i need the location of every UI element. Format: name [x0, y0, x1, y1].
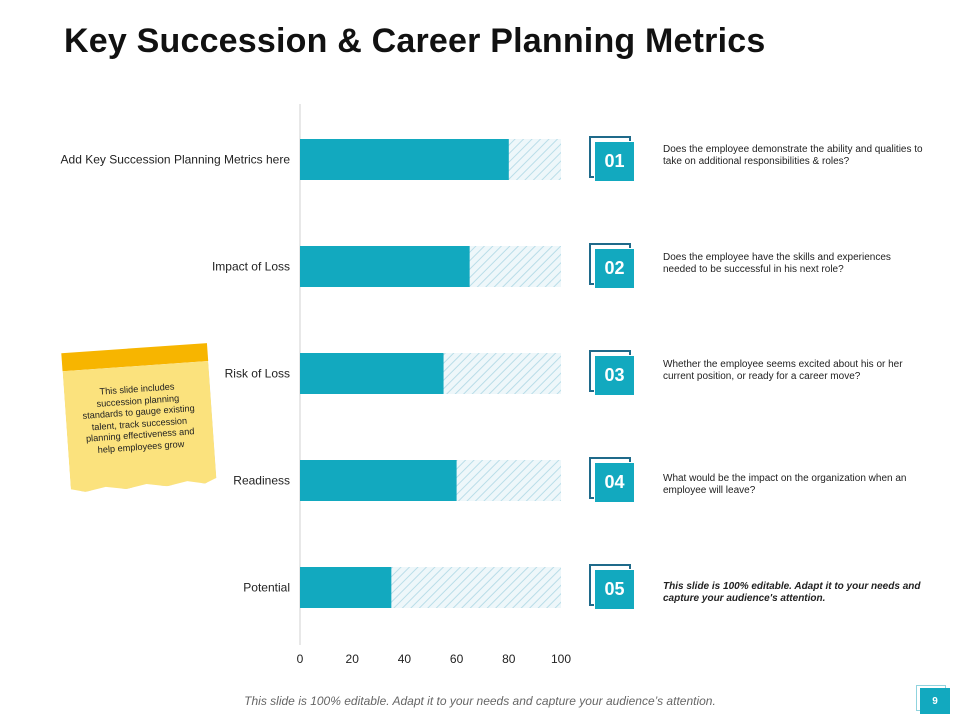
x-tick-label-3: 60 [450, 652, 464, 666]
sticky-note-text: This slide includes succession planning … [82, 381, 195, 455]
metric-badge-04: 04 [589, 457, 635, 503]
page-number: 9 [920, 688, 950, 714]
badge-number: 04 [594, 462, 635, 503]
category-label-1: Impact of Loss [212, 260, 290, 274]
metric-badge-03: 03 [589, 350, 635, 396]
x-tick-label-5: 100 [551, 652, 571, 666]
x-tick-label-0: 0 [297, 652, 304, 666]
metric-badge-01: 01 [589, 136, 635, 182]
bar-value-2 [300, 353, 444, 394]
x-tick-label-1: 20 [346, 652, 360, 666]
category-label-2: Risk of Loss [225, 367, 290, 381]
badge-number: 01 [594, 141, 635, 182]
page-title: Key Succession & Career Planning Metrics [64, 22, 766, 60]
badge-number: 02 [594, 248, 635, 289]
bar-chart: Add Key Succession Planning Metrics here… [61, 104, 571, 666]
metric-badge-02: 02 [589, 243, 635, 289]
bar-value-3 [300, 460, 457, 501]
badge-number: 05 [594, 569, 635, 610]
metric-description-05: This slide is 100% editable. Adapt it to… [663, 581, 921, 604]
metric-description-04: What would be the impact on the organiza… [663, 473, 907, 496]
category-label-0: Add Key Succession Planning Metrics here [61, 153, 291, 167]
category-label-4: Potential [243, 581, 290, 595]
badge-number: 03 [594, 355, 635, 396]
x-tick-label-4: 80 [502, 652, 516, 666]
metric-description-02: Does the employee have the skills and ex… [663, 252, 891, 275]
bar-value-1 [300, 246, 470, 287]
sticky-note: This slide includes succession planning … [61, 343, 216, 493]
metric-description-03: Whether the employee seems excited about… [663, 359, 903, 382]
bar-value-0 [300, 139, 509, 180]
bar-value-4 [300, 567, 392, 608]
metric-description-01: Does the employee demonstrate the abilit… [663, 144, 923, 167]
x-tick-label-2: 40 [398, 652, 412, 666]
category-label-3: Readiness [233, 474, 290, 488]
metric-badge-05: 05 [589, 564, 635, 610]
footer-text: This slide is 100% editable. Adapt it to… [244, 694, 716, 708]
